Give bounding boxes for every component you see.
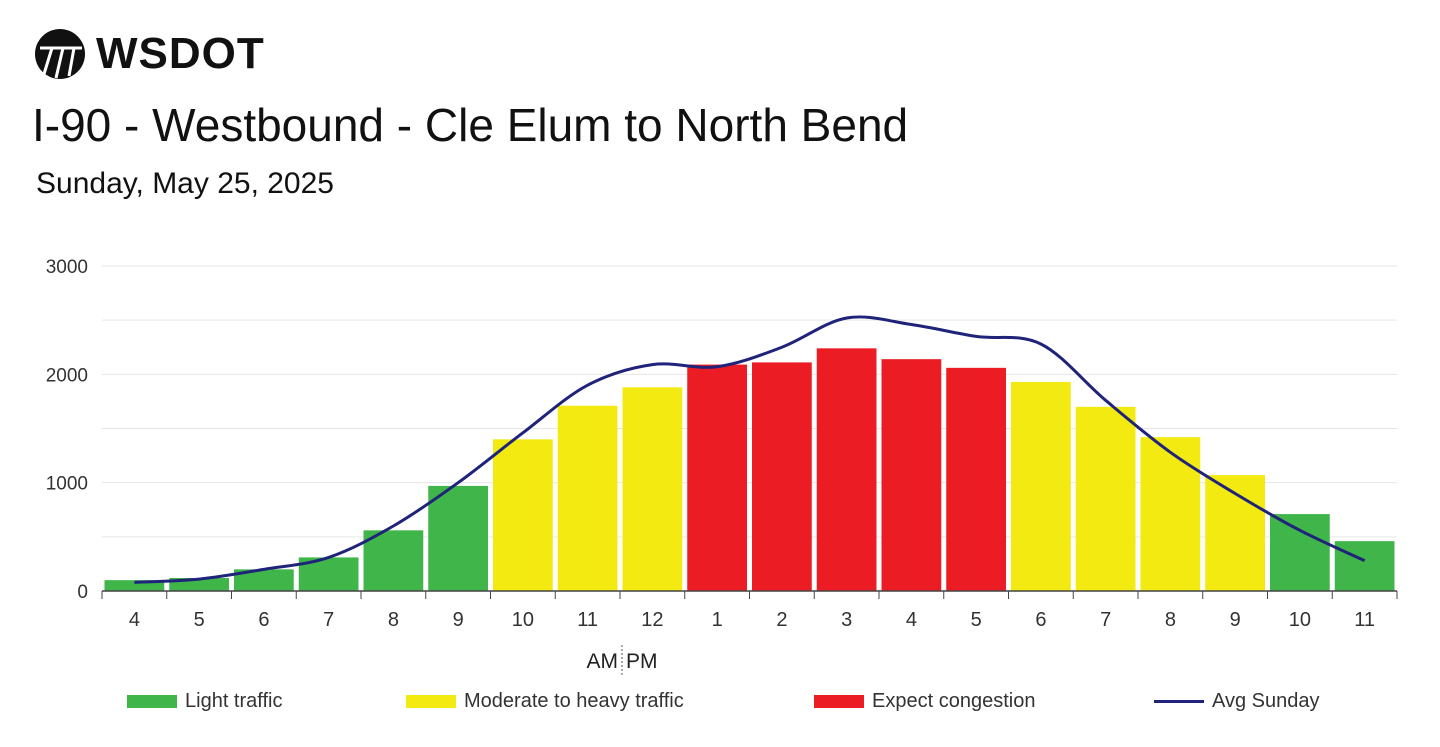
x-tick-label: 6 xyxy=(1035,609,1046,631)
legend-label-avg: Avg Sunday xyxy=(1212,690,1320,712)
legend-item-moderate: Moderate to heavy traffic xyxy=(406,690,684,713)
legend-swatch-congestion xyxy=(814,695,864,708)
legend: Light traffic Moderate to heavy traffic … xyxy=(0,690,1440,720)
bar xyxy=(622,387,683,591)
bar xyxy=(104,580,165,591)
wsdot-logo: WSDOT xyxy=(34,28,265,80)
am-label: AM xyxy=(587,650,619,673)
x-tick-label: 10 xyxy=(1289,609,1311,631)
x-tick-label: 4 xyxy=(129,609,140,631)
bar xyxy=(881,359,942,591)
brand-name: WSDOT xyxy=(96,29,265,78)
x-tick-label: 9 xyxy=(1230,609,1241,631)
avg-sunday-line xyxy=(134,315,1366,584)
x-tick-label: 2 xyxy=(776,609,787,631)
x-tick-label: 8 xyxy=(388,609,399,631)
x-tick-label: 8 xyxy=(1165,609,1176,631)
bar xyxy=(1011,381,1071,591)
x-tick-label: 5 xyxy=(971,609,982,631)
legend-label-congestion: Expect congestion xyxy=(872,690,1036,712)
x-tick-label: 6 xyxy=(258,609,269,631)
y-tick-label: 2000 xyxy=(46,365,88,386)
x-tick-label: 1 xyxy=(712,609,723,631)
x-tick-label: 12 xyxy=(641,609,663,631)
legend-swatch-avg xyxy=(1154,700,1204,703)
legend-item-congestion: Expect congestion xyxy=(814,690,1035,713)
chart-subtitle: Sunday, May 25, 2025 xyxy=(36,167,334,200)
x-tick-label: 7 xyxy=(1100,609,1111,631)
pm-label: PM xyxy=(626,650,658,673)
x-tick-label: 11 xyxy=(1354,609,1375,631)
bar xyxy=(363,530,424,591)
bar xyxy=(1334,541,1395,591)
bar xyxy=(1270,514,1330,591)
x-tick-label: 9 xyxy=(453,609,464,631)
x-tick-label: 11 xyxy=(577,609,598,631)
bar xyxy=(428,485,488,591)
legend-swatch-moderate xyxy=(406,695,456,708)
y-tick-label: 1000 xyxy=(46,474,88,495)
bar xyxy=(234,569,294,591)
x-tick-label: 7 xyxy=(323,609,334,631)
legend-label-light: Light traffic xyxy=(185,690,283,712)
bar xyxy=(752,362,812,591)
bar xyxy=(816,348,877,591)
bar xyxy=(1075,406,1136,591)
chart-title: I-90 - Westbound - Cle Elum to North Ben… xyxy=(32,99,909,151)
bar xyxy=(946,367,1006,591)
bar xyxy=(1140,437,1201,591)
bar xyxy=(493,439,553,591)
x-tick-label: 10 xyxy=(512,609,534,631)
wsdot-logo-icon xyxy=(35,29,85,79)
y-tick-label: 0 xyxy=(77,582,88,603)
legend-label-moderate: Moderate to heavy traffic xyxy=(464,690,684,712)
legend-item-avg: Avg Sunday xyxy=(1154,690,1320,713)
legend-swatch-light xyxy=(127,695,177,708)
y-tick-label: 3000 xyxy=(46,257,88,278)
bar xyxy=(687,364,747,591)
x-tick-label: 3 xyxy=(841,609,852,631)
x-tick-label: 5 xyxy=(194,609,205,631)
legend-item-light: Light traffic xyxy=(127,690,282,713)
x-tick-label: 4 xyxy=(906,609,917,631)
bar xyxy=(557,405,618,591)
